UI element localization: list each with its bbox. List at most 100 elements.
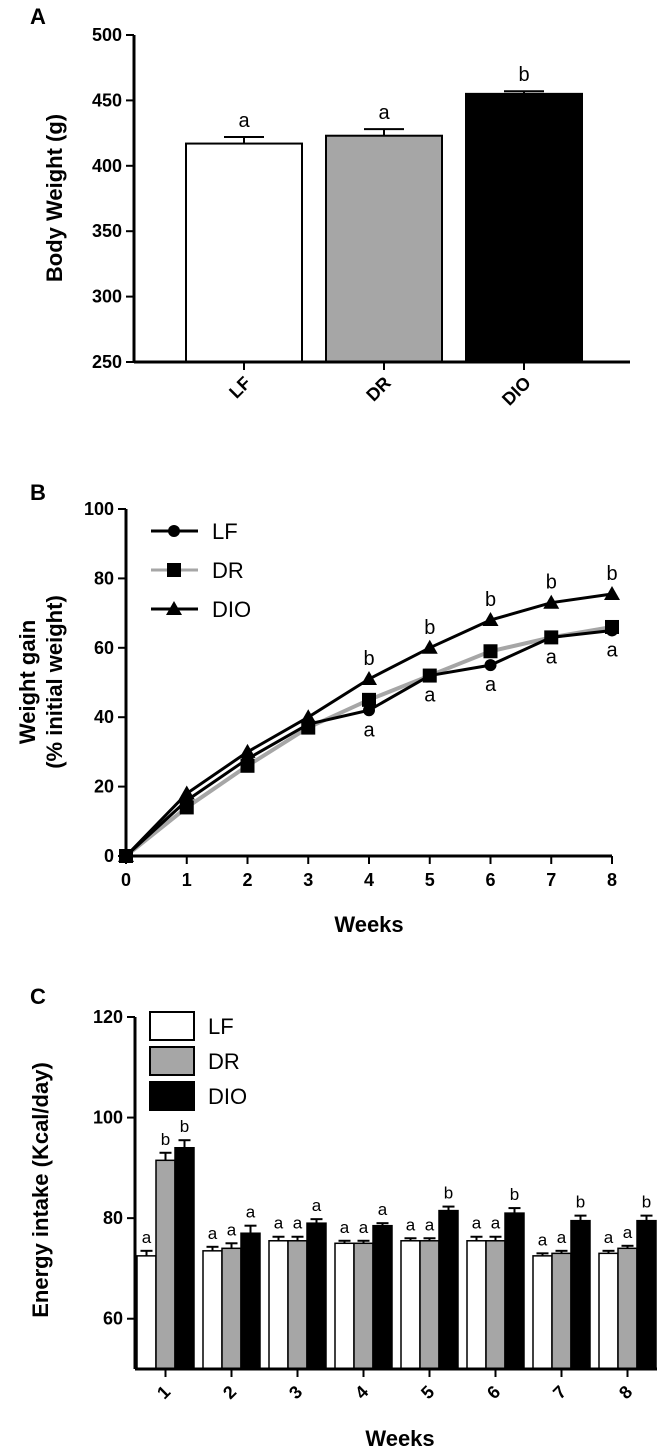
c-significance-label: b [642,1193,651,1212]
c-bar-dio [306,1222,327,1370]
b-x-tick-label: 2 [242,870,252,890]
b-x-tick-label: 8 [607,870,617,890]
c-x-tick-label: 5 [417,1382,438,1403]
b-significance-upper: b [485,589,496,611]
b-y-tick-label: 60 [94,638,114,658]
a-significance-label: a [238,110,250,132]
b-point-lf [545,631,558,644]
b-point-dio [361,671,377,686]
c-significance-label: a [227,1220,237,1239]
c-y-tick-label: 100 [93,1108,123,1128]
c-bar-dio [174,1146,195,1370]
c-significance-label: a [604,1228,614,1247]
c-bar-dr [485,1240,506,1370]
b-significance-upper: b [606,563,617,585]
a-y-tick-label: 400 [92,156,122,176]
a-y-tick-label: 450 [92,90,122,110]
b-x-tick-label: 5 [425,870,435,890]
b-point-dr [362,692,376,707]
c-bar-lf [400,1240,421,1370]
b-point-dio [482,612,499,627]
a-y-tick-label: 500 [92,25,122,45]
a-x-tick-label: LF [225,373,255,403]
c-y-tick-label: 80 [103,1208,123,1228]
panel-letter-a: A [30,4,46,29]
c-y-tick-label: 60 [103,1309,123,1329]
c-y-tick-label: 120 [93,1007,123,1027]
c-legend-swatch-dio [149,1081,195,1111]
b-y-tick-label: 80 [94,568,114,588]
c-significance-label: a [359,1218,369,1237]
b-point-dio [543,594,560,609]
c-bar-dio [438,1209,459,1370]
c-bar-dr [221,1247,242,1370]
b-x-tick-label: 4 [364,870,374,890]
c-bar-dio [504,1212,525,1370]
c-x-tick-label: 7 [549,1382,570,1403]
c-bar-dio [240,1232,261,1370]
a-significance-label: b [518,64,529,86]
b-y-axis-label-line2: (% initial weight) [42,595,67,769]
c-x-tick-label: 3 [285,1382,306,1403]
b-legend-marker-dio [166,601,182,615]
c-bar-dio [570,1219,591,1370]
b-significance-upper: b [424,617,435,639]
b-legend-label: LF [212,519,238,544]
b-significance-upper: b [546,572,557,594]
b-legend-marker-lf [168,525,180,537]
c-significance-label: a [208,1224,218,1243]
c-legend-label: DR [208,1049,240,1074]
c-significance-label: b [180,1117,189,1136]
b-legend-label: DR [212,558,244,583]
panel-letter-b: B [30,480,46,505]
b-y-tick-label: 40 [94,707,114,727]
a-bar-dr [325,134,443,363]
c-bar-lf [268,1240,289,1370]
b-point-dio [239,743,256,758]
b-x-axis-label: Weeks [334,912,403,937]
c-legend-label: DIO [208,1084,247,1109]
b-legend-marker-dr [167,563,181,577]
c-bar-dio [636,1219,657,1370]
panel-b: B 0 20 40 60 80 100 0 1 2 3 4 5 6 7 8 LF DR DIO b b b b b a a… [15,480,620,937]
c-legend-swatch-dr [149,1046,195,1076]
c-x-tick-label: 1 [153,1382,174,1403]
b-point-dio [300,709,317,724]
panel-a: A 250 300 350 400 450 500 a a b LF DR DIO Body We… [30,4,630,409]
b-y-tick-label: 100 [84,499,114,519]
b-significance-lower: a [606,639,618,661]
b-point-lf [423,669,436,682]
c-bar-dr [353,1242,374,1370]
c-bar-dr [617,1247,638,1370]
a-y-axis-label: Body Weight (g) [42,114,67,282]
c-bar-lf [598,1252,619,1370]
b-point-dio [178,785,195,800]
b-legend-label: DIO [212,597,251,622]
a-bar-lf [185,142,303,363]
c-bar-dio [372,1224,393,1370]
c-x-tick-label: 6 [483,1382,504,1403]
a-y-tick-label: 350 [92,221,122,241]
c-bar-dr [551,1252,572,1370]
c-bar-lf [334,1242,355,1370]
b-point-lf [484,659,497,672]
panel-letter-c: C [30,984,46,1009]
c-bar-dr [287,1240,308,1370]
c-bar-dr [155,1159,176,1370]
c-x-tick-label: 8 [615,1382,636,1403]
c-significance-label: a [312,1196,322,1215]
c-significance-label: b [510,1185,519,1204]
b-point-lf [606,624,618,637]
b-significance-upper: b [363,648,374,670]
a-x-tick-label: DIO [498,373,535,410]
b-x-tick-label: 3 [303,870,313,890]
c-y-axis-label: Energy intake (Kcal/day) [28,1062,53,1318]
b-point-dio [604,586,620,601]
c-significance-label: a [491,1214,501,1233]
b-y-tick-label: 0 [104,846,114,866]
b-point-dr [483,644,498,659]
b-point-lf [363,704,375,717]
c-significance-label: a [538,1230,548,1249]
c-significance-label: b [161,1130,170,1149]
